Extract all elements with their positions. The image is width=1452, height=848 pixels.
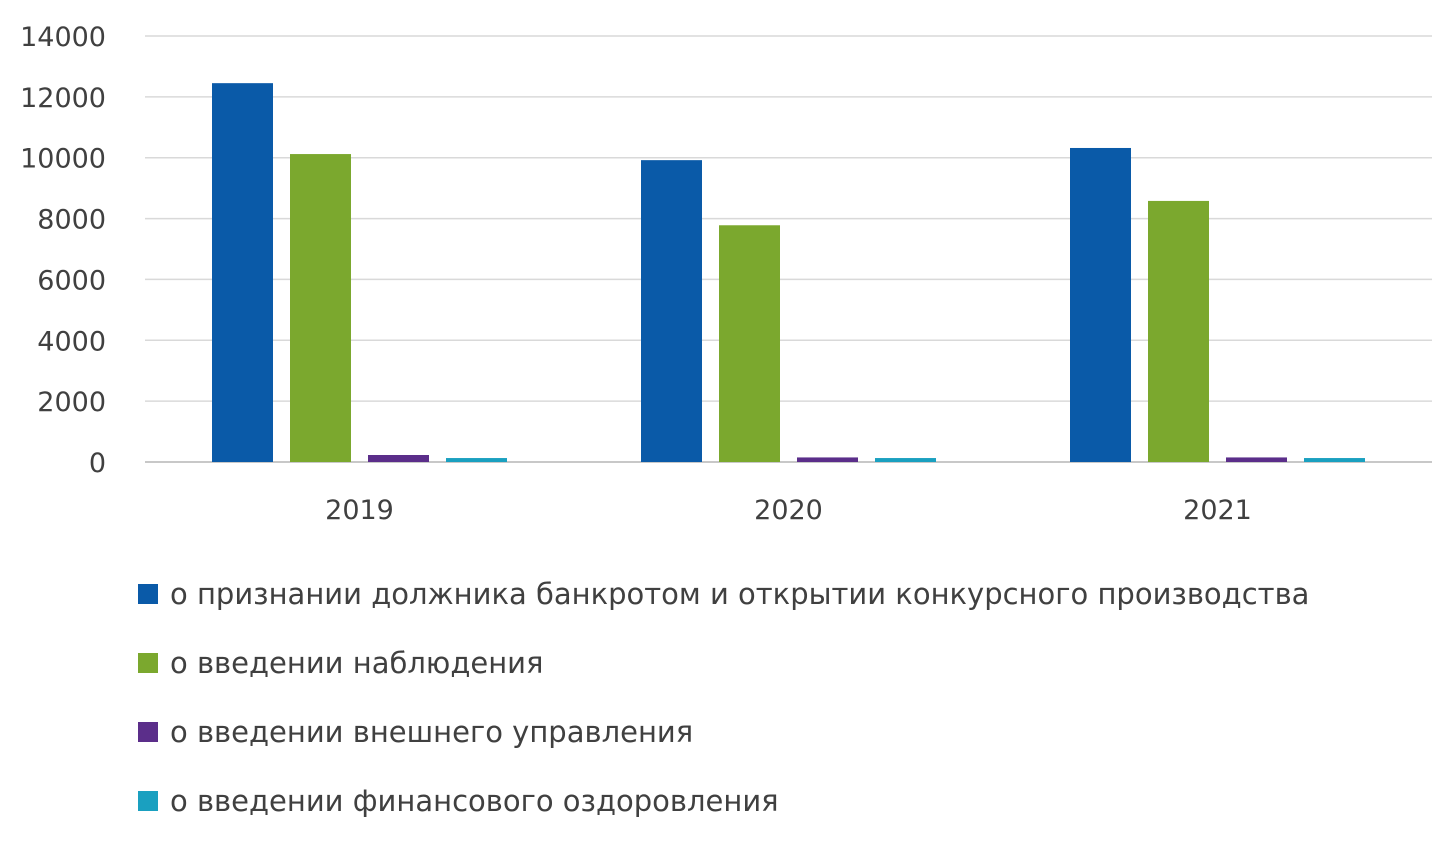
y-tick-label: 6000 [37,265,106,296]
legend-label: о признании должника банкротом и открыти… [170,577,1310,611]
bar [797,457,858,462]
legend-swatch [138,653,158,673]
bars [212,83,1365,463]
legend-label: о введении финансового оздоровления [170,784,779,818]
bar [875,458,936,462]
x-axis-ticks: 2019 2020 2021 [325,495,1252,526]
legend-swatch [138,791,158,811]
y-tick-label: 4000 [37,326,106,357]
bar [1070,147,1131,462]
y-tick-label: 0 [89,448,106,479]
bar [368,455,429,462]
bar [290,154,351,462]
legend-label: о введении наблюдения [170,646,544,680]
y-tick-label: 10000 [20,144,106,175]
bar [446,458,507,462]
legend-swatch [138,722,158,742]
legend-label: о введении внешнего управления [170,715,694,749]
x-tick-label: 2019 [325,495,394,526]
y-tick-label: 14000 [20,22,106,53]
bar [641,160,702,463]
y-axis-ticks: 0 2000 4000 6000 8000 10000 12000 14000 [20,22,106,479]
y-tick-label: 8000 [37,205,106,236]
bar [1304,458,1365,462]
bar [212,83,273,463]
bar [719,225,780,462]
gridlines [145,35,1432,463]
x-tick-label: 2020 [754,495,823,526]
x-tick-label: 2021 [1183,495,1252,526]
bar [1148,200,1209,462]
y-tick-label: 2000 [37,387,106,418]
bar [1226,457,1287,462]
legend-swatch [138,584,158,604]
bar-chart: 0 2000 4000 6000 8000 10000 12000 14000 2019 202… [20,22,1432,526]
y-tick-label: 12000 [20,83,106,114]
